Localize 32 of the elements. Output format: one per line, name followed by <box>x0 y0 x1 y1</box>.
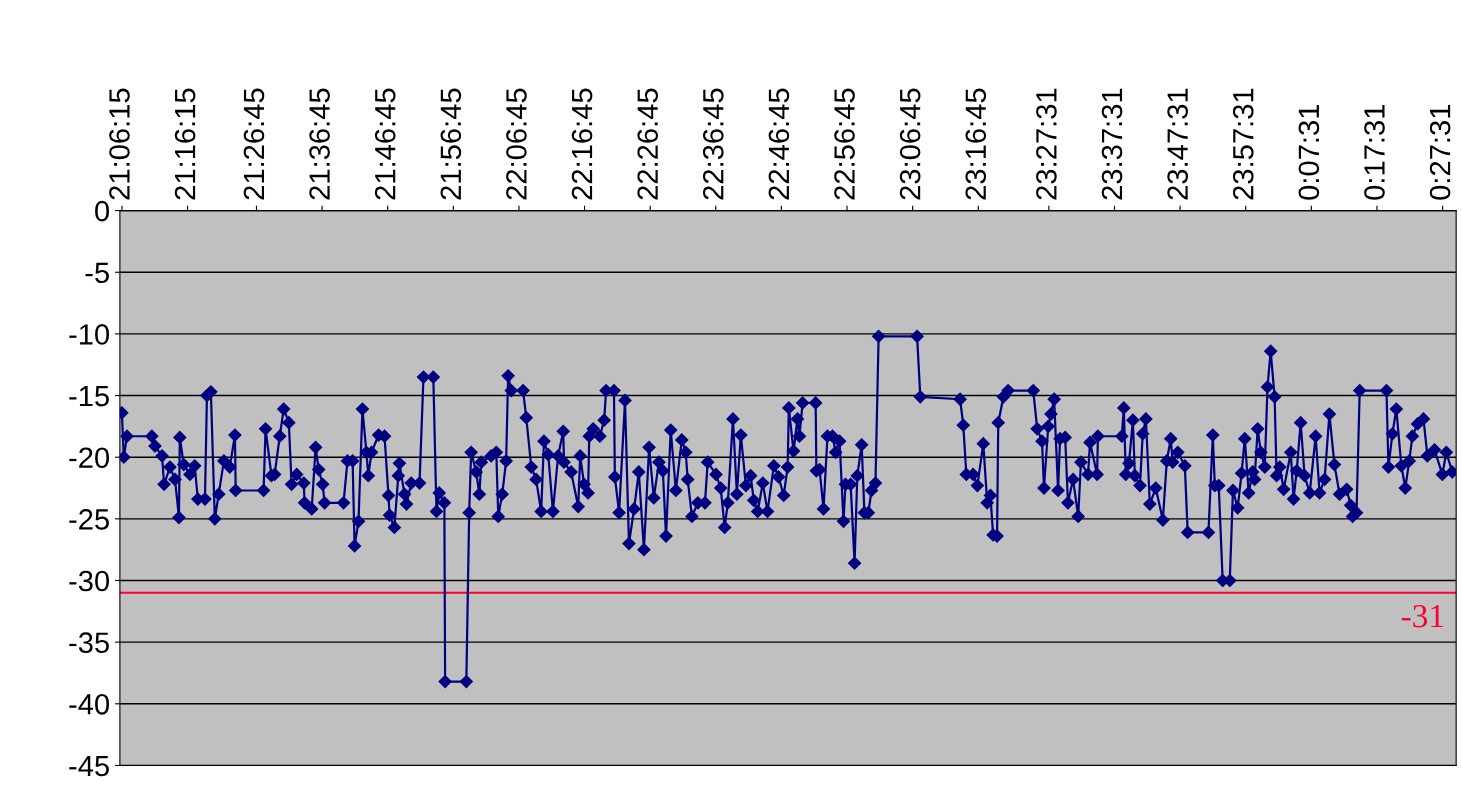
y-tick-label: -30 <box>69 570 110 592</box>
x-tick-label: 0:17:31 <box>1364 104 1385 200</box>
x-tick-label: 22:26:45 <box>637 88 658 200</box>
x-tick-label: 22:16:45 <box>571 88 593 200</box>
x-tick-label: 0:27:31 <box>1429 104 1451 200</box>
y-tick-label: -5 <box>85 262 109 284</box>
y-tick-label: -15 <box>69 386 109 407</box>
x-tick-label: 23:47:31 <box>1167 88 1188 200</box>
y-tick-label: -45 <box>69 755 109 777</box>
x-tick-label: 0:07:31 <box>1298 104 1320 200</box>
x-tick-label: 23:27:31 <box>1036 88 1057 200</box>
x-tick-label: 22:06:45 <box>506 88 527 200</box>
x-tick-label: 23:16:45 <box>965 88 987 200</box>
y-tick-label: -10 <box>69 324 110 345</box>
y-tick-label: -20 <box>69 447 110 469</box>
x-tick-label: 21:36:45 <box>309 88 330 200</box>
y-tick-label: -35 <box>69 632 109 654</box>
y-tick-label: -40 <box>69 694 110 715</box>
x-tick-label: 21:46:45 <box>374 88 396 200</box>
x-tick-label: 21:06:15 <box>109 88 130 200</box>
y-tick-label: -25 <box>69 509 109 530</box>
x-tick-label: 21:56:45 <box>440 88 462 200</box>
x-tick-label: 22:36:45 <box>702 88 724 200</box>
x-tick-label: 21:16:15 <box>174 88 196 200</box>
x-tick-label: 22:46:45 <box>768 88 790 200</box>
x-tick-label: 21:26:45 <box>243 88 265 200</box>
ref-line-label: -31 <box>1401 605 1444 628</box>
x-tick-label: 23:06:45 <box>899 88 921 200</box>
x-tick-label: 22:56:45 <box>834 88 855 200</box>
x-tick-label: 23:37:31 <box>1101 88 1123 200</box>
x-tick-label: 23:57:31 <box>1232 88 1254 200</box>
y-tick-label: 0 <box>95 200 110 222</box>
